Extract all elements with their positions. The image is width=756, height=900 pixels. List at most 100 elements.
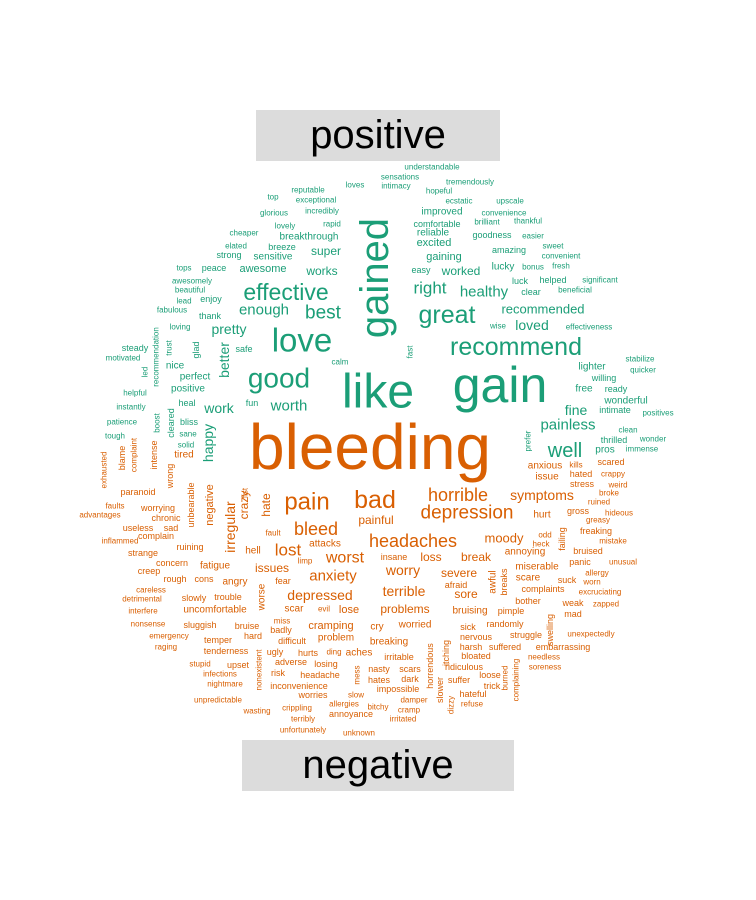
word-bleeding: bleeding bbox=[249, 411, 491, 483]
word-wonderful: wonderful bbox=[603, 396, 647, 407]
word-sad: sad bbox=[164, 523, 179, 533]
word-works: works bbox=[305, 264, 337, 278]
word-loose: loose bbox=[479, 670, 501, 680]
word-hurts: hurts bbox=[298, 648, 319, 658]
word-fast: fast bbox=[406, 345, 415, 359]
word-thankful: thankful bbox=[514, 217, 542, 226]
word-cramping: cramping bbox=[308, 620, 353, 632]
word-lost: lost bbox=[275, 541, 302, 560]
word-suffer: suffer bbox=[448, 675, 470, 685]
word-impossible: impossible bbox=[377, 684, 420, 694]
positive-banner: positive bbox=[256, 110, 500, 161]
word-bother: bother bbox=[515, 596, 541, 606]
word-angry: angry bbox=[222, 577, 247, 588]
word-hopeful: hopeful bbox=[426, 187, 452, 196]
word-awesome: awesome bbox=[239, 263, 286, 275]
word-effective: effective bbox=[243, 279, 328, 305]
word-pros: pros bbox=[595, 445, 614, 456]
word-sensitive: sensitive bbox=[254, 252, 293, 263]
word-embarrassing: embarrassing bbox=[536, 642, 591, 652]
word-problem: problem bbox=[318, 633, 354, 644]
word-wonder: wonder bbox=[639, 435, 667, 444]
word-evil: evil bbox=[318, 605, 330, 614]
word-weak: weak bbox=[561, 598, 584, 608]
word-hurt: hurt bbox=[533, 510, 550, 521]
word-break: break bbox=[461, 550, 492, 564]
word-lighter: lighter bbox=[578, 362, 606, 373]
word-solid: solid bbox=[178, 441, 194, 450]
word-nightmare: nightmare bbox=[207, 680, 243, 689]
word-gained: gained bbox=[353, 218, 397, 338]
word-sore: sore bbox=[454, 587, 478, 601]
word-worked: worked bbox=[441, 264, 481, 278]
word-unbearable: unbearable bbox=[186, 482, 196, 527]
word-fun: fun bbox=[246, 398, 259, 408]
word-glorious: glorious bbox=[260, 209, 288, 218]
word-worth: worth bbox=[270, 398, 308, 415]
word-problems: problems bbox=[380, 602, 429, 616]
word-harsh: harsh bbox=[460, 642, 483, 652]
word-worst: worst bbox=[325, 550, 365, 567]
word-inconvenience: inconvenience bbox=[270, 681, 328, 691]
word-loved: loved bbox=[515, 317, 548, 333]
word-uncomfortable: uncomfortable bbox=[183, 605, 247, 616]
word-weird: weird bbox=[607, 481, 627, 490]
word-interfere: interfere bbox=[128, 607, 158, 616]
word-symptoms: symptoms bbox=[510, 487, 574, 503]
word-odd: odd bbox=[538, 531, 551, 540]
word-lucky: lucky bbox=[492, 262, 515, 273]
word-freaking: freaking bbox=[580, 526, 612, 536]
word-panic: panic bbox=[569, 557, 591, 567]
word-led: led bbox=[141, 367, 150, 378]
word-horrendous: horrendous bbox=[425, 643, 435, 689]
word-quicker: quicker bbox=[630, 366, 656, 375]
word-calm: calm bbox=[332, 358, 349, 367]
word-happy: happy bbox=[200, 424, 216, 462]
word-excited: excited bbox=[417, 237, 452, 249]
word-sweet: sweet bbox=[543, 242, 565, 251]
word-sick: sick bbox=[460, 622, 476, 632]
word-free: free bbox=[575, 384, 593, 395]
word-beautiful: beautiful bbox=[175, 286, 205, 295]
word-creep: creep bbox=[138, 566, 161, 576]
word-goodness: goodness bbox=[472, 230, 512, 240]
word-loves: loves bbox=[346, 181, 365, 190]
word-scared: scared bbox=[597, 457, 624, 467]
word-patience: patience bbox=[107, 418, 138, 427]
word-gaining: gaining bbox=[426, 251, 461, 263]
word-irregular: irregular bbox=[222, 501, 238, 553]
word-unusual: unusual bbox=[609, 558, 637, 567]
word-better: better bbox=[216, 342, 232, 378]
word-work: work bbox=[203, 400, 235, 416]
word-crappy: crappy bbox=[601, 470, 625, 479]
word-awesomely: awesomely bbox=[172, 277, 212, 286]
word-lead: lead bbox=[176, 297, 191, 306]
word-bloated: bloated bbox=[461, 651, 491, 661]
word-loss: loss bbox=[420, 550, 441, 564]
word-risk: risk bbox=[271, 668, 285, 678]
word-bruise: bruise bbox=[235, 621, 260, 631]
word-ugly: ugly bbox=[267, 647, 284, 657]
word-allergies: allergies bbox=[329, 700, 359, 709]
word-complain: complain bbox=[138, 531, 174, 541]
word-annoyance: annoyance bbox=[329, 709, 373, 719]
word-fist: fist bbox=[241, 487, 250, 498]
word-negative: negative bbox=[204, 484, 216, 526]
word-temper: temper bbox=[204, 635, 232, 645]
word-headache: headache bbox=[300, 670, 340, 680]
word-recommend: recommend bbox=[450, 333, 582, 361]
word-easier: easier bbox=[522, 232, 544, 241]
word-bruised: bruised bbox=[573, 546, 603, 556]
word-improved: improved bbox=[421, 207, 462, 218]
word-thank: thank bbox=[199, 311, 222, 321]
word-gain: gain bbox=[453, 357, 548, 413]
word-tremendously: tremendously bbox=[446, 178, 494, 187]
word-anxiety: anxiety bbox=[309, 568, 357, 585]
word-sensations: sensations bbox=[381, 173, 419, 182]
word-cons: cons bbox=[194, 574, 214, 584]
word-clean: clean bbox=[618, 426, 637, 435]
word-slow: slow bbox=[348, 691, 364, 700]
word-soreness: soreness bbox=[529, 663, 561, 672]
word-tough: tough bbox=[105, 432, 125, 441]
